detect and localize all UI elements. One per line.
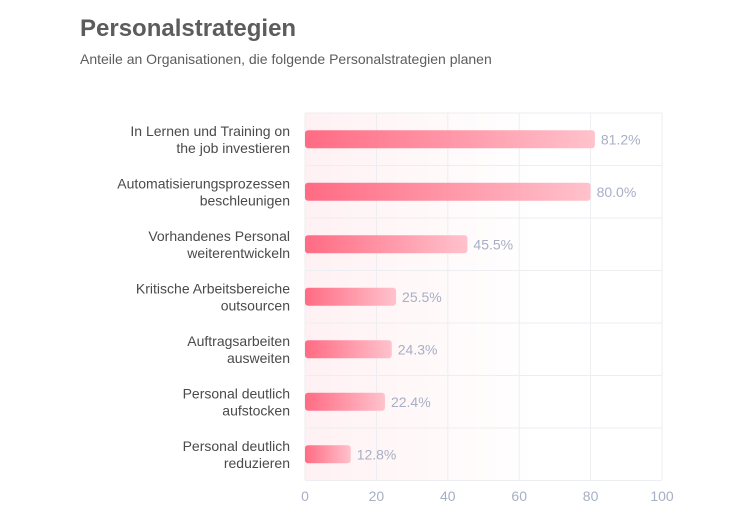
value-label: 80.0% xyxy=(597,184,637,200)
bar xyxy=(305,130,595,149)
x-tick-label: 100 xyxy=(650,488,674,504)
grid-lines xyxy=(304,112,663,481)
chart-title: Personalstrategien xyxy=(80,15,297,42)
category-label: Personal deutlich aufstocken xyxy=(183,385,290,418)
value-labels: 81.2% 80.0% 45.5% 25.5% 24.3% 22.4% 12.8% xyxy=(357,131,641,462)
x-tick-label: 60 xyxy=(511,488,527,504)
x-tick-label: 20 xyxy=(369,488,385,504)
value-label: 45.5% xyxy=(473,236,513,252)
bar xyxy=(305,340,392,359)
chart-subtitle: Anteile an Organisationen, die folgende … xyxy=(80,51,492,67)
bar xyxy=(305,182,591,201)
category-label: Automatisierungsprozessen beschleunigen xyxy=(117,175,290,208)
value-label: 22.4% xyxy=(391,394,431,410)
value-label: 24.3% xyxy=(398,341,438,357)
category-label: Vorhandenes Personal weiterentwickeln xyxy=(148,228,290,261)
bar xyxy=(305,235,468,254)
x-tick-label: 40 xyxy=(440,488,456,504)
category-label: In Lernen und Training on the job investi… xyxy=(130,123,290,156)
value-label: 25.5% xyxy=(402,289,442,305)
category-label: Personal deutlich reduzieren xyxy=(183,438,290,471)
x-tick-label: 0 xyxy=(301,488,309,504)
category-label: Kritische Arbeitsbereiche outsourcen xyxy=(136,280,290,313)
x-axis-ticks: 0 20 40 60 80 100 xyxy=(301,488,674,504)
value-label: 81.2% xyxy=(601,131,641,147)
category-labels: In Lernen und Training on the job investi… xyxy=(117,123,290,471)
x-tick-label: 80 xyxy=(583,488,599,504)
bar xyxy=(305,392,385,411)
bar xyxy=(305,445,351,464)
bar xyxy=(305,287,397,306)
value-label: 12.8% xyxy=(357,446,397,462)
category-label: Auftragsarbeiten ausweiten xyxy=(187,333,290,366)
bars xyxy=(305,130,595,464)
